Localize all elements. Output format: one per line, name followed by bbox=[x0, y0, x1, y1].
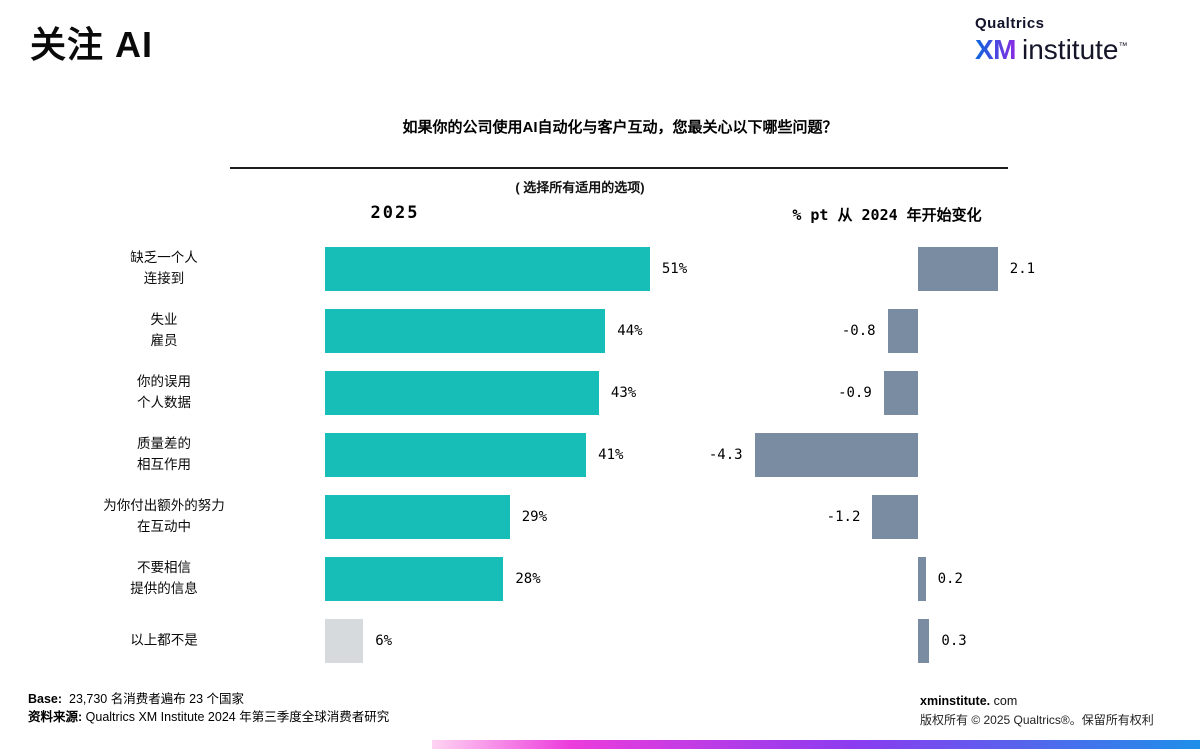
row-label: 失业 雇员 bbox=[40, 310, 288, 352]
logo-institute-text: institute bbox=[1022, 33, 1119, 65]
value-label: 28% bbox=[515, 571, 541, 587]
value-label: 41% bbox=[598, 447, 624, 463]
row-label-line: 缺乏一个人 bbox=[130, 250, 198, 266]
value-bar bbox=[325, 309, 606, 353]
change-label: 2.1 bbox=[1009, 261, 1036, 277]
footer-website: xminstitute. com bbox=[920, 692, 1154, 711]
footer-site-block: xminstitute. com 版权所有 © 2025 Qualtrics®。… bbox=[920, 692, 1154, 729]
page-title: 关注 AI bbox=[30, 24, 154, 65]
row-label-line: 雇员 bbox=[150, 333, 178, 348]
value-bar bbox=[325, 433, 587, 477]
footer-base-text: 23,730 名消费者遍布 23 个国家 bbox=[69, 692, 245, 706]
row-label-line: 相互作用 bbox=[137, 457, 191, 472]
footer-website-bold: xminstitute. bbox=[920, 694, 991, 708]
row-label-line: 质量差的 bbox=[137, 436, 191, 452]
chart-row: 质量差的相互作用 41% -4.3 bbox=[0, 424, 1200, 486]
row-label-line: 不要相信 bbox=[137, 560, 191, 576]
row-label: 为你付出额外的努力 在互动中 bbox=[40, 496, 288, 538]
row-label-line: 为你付出额外的努力 bbox=[103, 498, 225, 514]
value-bar bbox=[325, 619, 364, 663]
change-label: 0.3 bbox=[941, 633, 967, 649]
row-label-line: 连接到 bbox=[143, 271, 185, 286]
title-divider bbox=[230, 167, 1008, 169]
row-label-line: 个人数据 bbox=[137, 395, 191, 410]
footer-copyright: 版权所有 © 2025 Qualtrics®。保留所有权利 bbox=[920, 712, 1154, 727]
chart-row: 你的误用个人数据 43% -0.9 bbox=[0, 362, 1200, 424]
chart-row: 以上都不是 6% 0.3 bbox=[0, 610, 1200, 672]
chart-row: 不要相信提供的信息 28% 0.2 bbox=[0, 548, 1200, 610]
row-label-line: 以上都不是 bbox=[130, 632, 198, 648]
footer-base-label: Base: bbox=[28, 692, 63, 706]
value-bar bbox=[325, 495, 510, 539]
chart-row: 失业雇员 44% -0.8 bbox=[0, 300, 1200, 362]
row-label: 缺乏一个人 连接到 bbox=[40, 248, 288, 290]
footer-source-text: Qualtrics XM Institute 2024 年第三季度全球消费者研究 bbox=[85, 710, 390, 725]
value-bar bbox=[325, 247, 650, 291]
logo-xm-institute-line: XM institute™ bbox=[975, 33, 1128, 66]
logo-xm-text: XM bbox=[975, 33, 1017, 65]
row-label: 你的误用 个人数据 bbox=[40, 372, 288, 414]
value-label: 6% bbox=[375, 633, 393, 649]
value-label: 44% bbox=[617, 323, 643, 339]
bottom-gradient-bar bbox=[432, 740, 1200, 749]
footer-website-rest: com bbox=[993, 694, 1018, 708]
change-bar bbox=[887, 309, 918, 353]
row-label-line: 提供的信息 bbox=[130, 581, 198, 596]
change-bar bbox=[883, 371, 918, 415]
column-header-2025: 2025 bbox=[370, 203, 420, 223]
change-bar bbox=[754, 433, 918, 477]
row-label-line: 在互动中 bbox=[137, 519, 191, 534]
value-label: 29% bbox=[521, 509, 548, 525]
change-bar bbox=[872, 495, 918, 539]
footer-source-line: 资料来源: Qualtrics XM Institute 2024 年第三季度全… bbox=[28, 708, 448, 726]
logo-brand-text: Qualtrics bbox=[975, 15, 1045, 32]
qualtrics-xm-institute-logo: Qualtrics XM institute™ bbox=[975, 15, 1128, 66]
value-bar bbox=[325, 557, 504, 601]
value-label: 51% bbox=[661, 261, 688, 277]
value-label: 43% bbox=[610, 385, 637, 401]
footer-source-block: Base: 23,730 名消费者遍布 23 个国家 资料来源: Qualtri… bbox=[28, 690, 448, 726]
value-bar bbox=[325, 371, 599, 415]
logo-trademark: ™ bbox=[1118, 40, 1128, 51]
chart-row: 为你付出额外的努力 在互动中 29% -1.2 bbox=[0, 486, 1200, 548]
chart-subtitle: ( 选择所有适用的选项) bbox=[515, 180, 645, 195]
change-label: -1.2 bbox=[826, 509, 861, 525]
column-header-change: % pt 从 2024 年开始变化 bbox=[792, 206, 982, 224]
row-label-line: 你的误用 bbox=[137, 374, 191, 390]
change-label: -0.9 bbox=[838, 385, 872, 401]
change-label: -0.8 bbox=[841, 323, 876, 339]
change-bar bbox=[918, 619, 930, 663]
row-label-line: 失业 bbox=[150, 312, 178, 328]
row-label: 质量差的 相互作用 bbox=[40, 434, 288, 476]
footer-source-label: 资料来源: bbox=[28, 710, 83, 725]
footer-base-line: Base: 23,730 名消费者遍布 23 个国家 bbox=[28, 690, 448, 708]
change-bar bbox=[918, 247, 998, 291]
chart-rows: 缺乏一个人连接到 51% 2.1 失业雇员 44% -0.8 你的误用个人数据 43% -0.9… bbox=[0, 238, 1200, 672]
chart-row: 缺乏一个人连接到 51% 2.1 bbox=[0, 238, 1200, 300]
chart-title: 如果你的公司使用AI自动化与客户互动，您最关心以下哪些问题？ bbox=[402, 119, 838, 136]
row-label: 不要相信 提供的信息 bbox=[40, 558, 288, 600]
change-label: -4.3 bbox=[708, 447, 743, 463]
change-label: 0.2 bbox=[937, 571, 963, 587]
change-bar bbox=[918, 557, 926, 601]
row-label: 以上都不是 bbox=[40, 631, 288, 652]
